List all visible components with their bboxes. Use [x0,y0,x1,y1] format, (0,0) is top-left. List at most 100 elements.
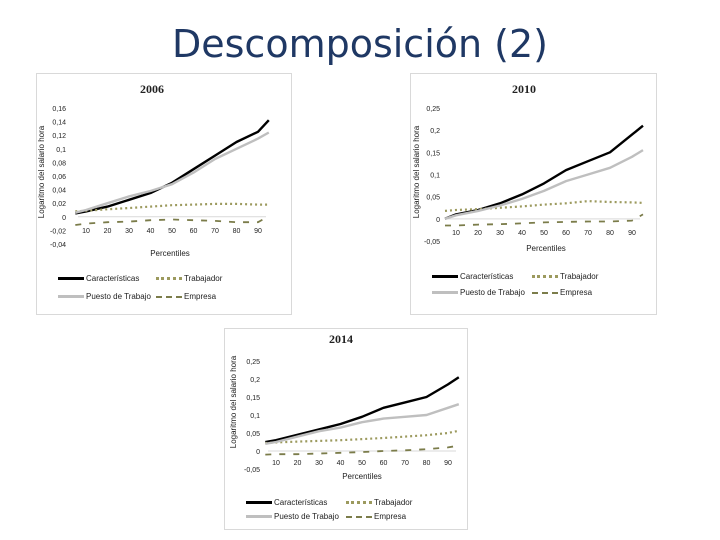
legend-label: Empresa [560,288,593,297]
legend-swatch [532,291,558,294]
y-tick-label: 0,05 [246,431,260,438]
legend-swatch [532,275,558,279]
y-tick-label: 0,08 [52,160,66,167]
y-tick-label: 0,16 [52,106,66,113]
legend-item-caracteristicas: Características [58,274,139,283]
x-axis-title: Percentiles [150,249,190,258]
legend-swatch [432,275,458,279]
y-tick-label: 0,25 [246,359,260,366]
x-tick-label: 80 [606,230,614,237]
chart-2006-frame [36,73,292,315]
y-tick-label: 0,05 [426,195,440,202]
x-tick-label: 10 [272,460,280,467]
y-tick-label: 0 [256,449,260,456]
legend-label: Trabajador [374,498,413,507]
x-tick-label: 70 [401,460,409,467]
series-line-trabajador [444,200,644,212]
y-tick-label: 0,15 [426,150,440,157]
x-tick-label: 60 [190,228,198,235]
x-tick-label: 30 [125,228,133,235]
legend-label: Puesto de Trabajo [274,512,339,521]
y-axis-title: Logaritmo del salario hora [412,125,421,218]
legend-label: Puesto de Trabajo [460,288,525,297]
x-axis-title: Percentiles [526,244,566,253]
series-line-puesto-de-trabajo [265,403,460,445]
legend-item-caracteristicas: Características [246,498,327,507]
y-tick-label: 0,2 [430,128,440,135]
legend-item-trabajador: Trabajador [156,274,222,283]
y-tick-label: 0 [436,217,440,224]
series-line-puesto-de-trabajo [444,149,644,220]
y-tick-label: 0,02 [52,201,66,208]
legend-item-empresa: Empresa [346,512,406,521]
legend-label: Puesto de Trabajo [86,292,151,301]
x-tick-label: 70 [584,230,592,237]
legend-label: Empresa [374,512,407,521]
y-axis-title: Logaritmo del salario hora [37,125,46,218]
legend-label: Empresa [184,292,217,301]
y-tick-label: 0,1 [56,147,66,154]
series-line-caracter-sticas [75,119,270,215]
x-tick-label: 20 [104,228,112,235]
x-tick-label: 30 [315,460,323,467]
series-line-trabajador [75,202,269,213]
legend-label: Trabajador [184,274,223,283]
legend-label: Características [460,272,514,281]
x-tick-label: 80 [233,228,241,235]
y-tick-label: 0,12 [52,133,66,140]
chart-title-2006: 2006 [140,82,164,96]
legend-swatch [156,295,182,298]
x-tick-label: 50 [168,228,176,235]
x-tick-label: 60 [380,460,388,467]
x-tick-label: 40 [337,460,345,467]
x-tick-label: 50 [358,460,366,467]
legend-item-trabajador: Trabajador [532,272,598,281]
series-line-caracter-sticas [265,376,460,444]
x-tick-label: 60 [562,230,570,237]
y-tick-label: -0,02 [50,228,66,235]
series-line-caracter-sticas [444,124,644,220]
y-tick-label: 0,14 [52,120,66,127]
legend-label: Características [274,498,328,507]
x-tick-label: 90 [254,228,262,235]
x-tick-label: 20 [294,460,302,467]
x-tick-label: 20 [474,230,482,237]
legend-swatch [58,295,84,299]
x-tick-label: 40 [518,230,526,237]
x-tick-label: 30 [496,230,504,237]
legend-swatch [246,501,272,505]
legend-label: Trabajador [560,272,599,281]
legend-item-caracteristicas: Características [432,272,513,281]
series-line-empresa [75,215,270,226]
legend-item-puesto: Puesto de Trabajo [246,512,339,521]
series-line-trabajador [265,429,460,445]
chart-2010-frame [410,73,657,315]
y-tick-label: 0,1 [430,173,440,180]
y-tick-label: -0,05 [424,239,440,246]
series-line-empresa [265,444,459,456]
legend-item-trabajador: Trabajador [346,498,412,507]
y-tick-label: 0,25 [426,106,440,113]
legend-label: Características [86,274,140,283]
x-tick-label: 70 [211,228,219,235]
series-line-empresa [445,213,644,227]
x-tick-label: 90 [628,230,636,237]
x-axis-title: Percentiles [342,472,382,481]
y-tick-label: 0,1 [250,413,260,420]
y-tick-label: -0,04 [50,242,66,249]
legend-swatch [246,515,272,519]
legend-item-empresa: Empresa [156,292,216,301]
y-tick-label: 0,15 [246,395,260,402]
y-tick-label: 0 [62,215,66,222]
chart-title-2014: 2014 [329,332,353,346]
legend-swatch [432,291,458,295]
series-line-puesto-de-trabajo [75,131,270,214]
x-tick-label: 10 [82,228,90,235]
y-tick-label: 0,04 [52,188,66,195]
x-tick-label: 80 [423,460,431,467]
x-tick-label: 10 [452,230,460,237]
slide-title: Descomposición (2) [171,22,548,66]
x-tick-label: 90 [444,460,452,467]
legend-swatch [58,277,84,281]
